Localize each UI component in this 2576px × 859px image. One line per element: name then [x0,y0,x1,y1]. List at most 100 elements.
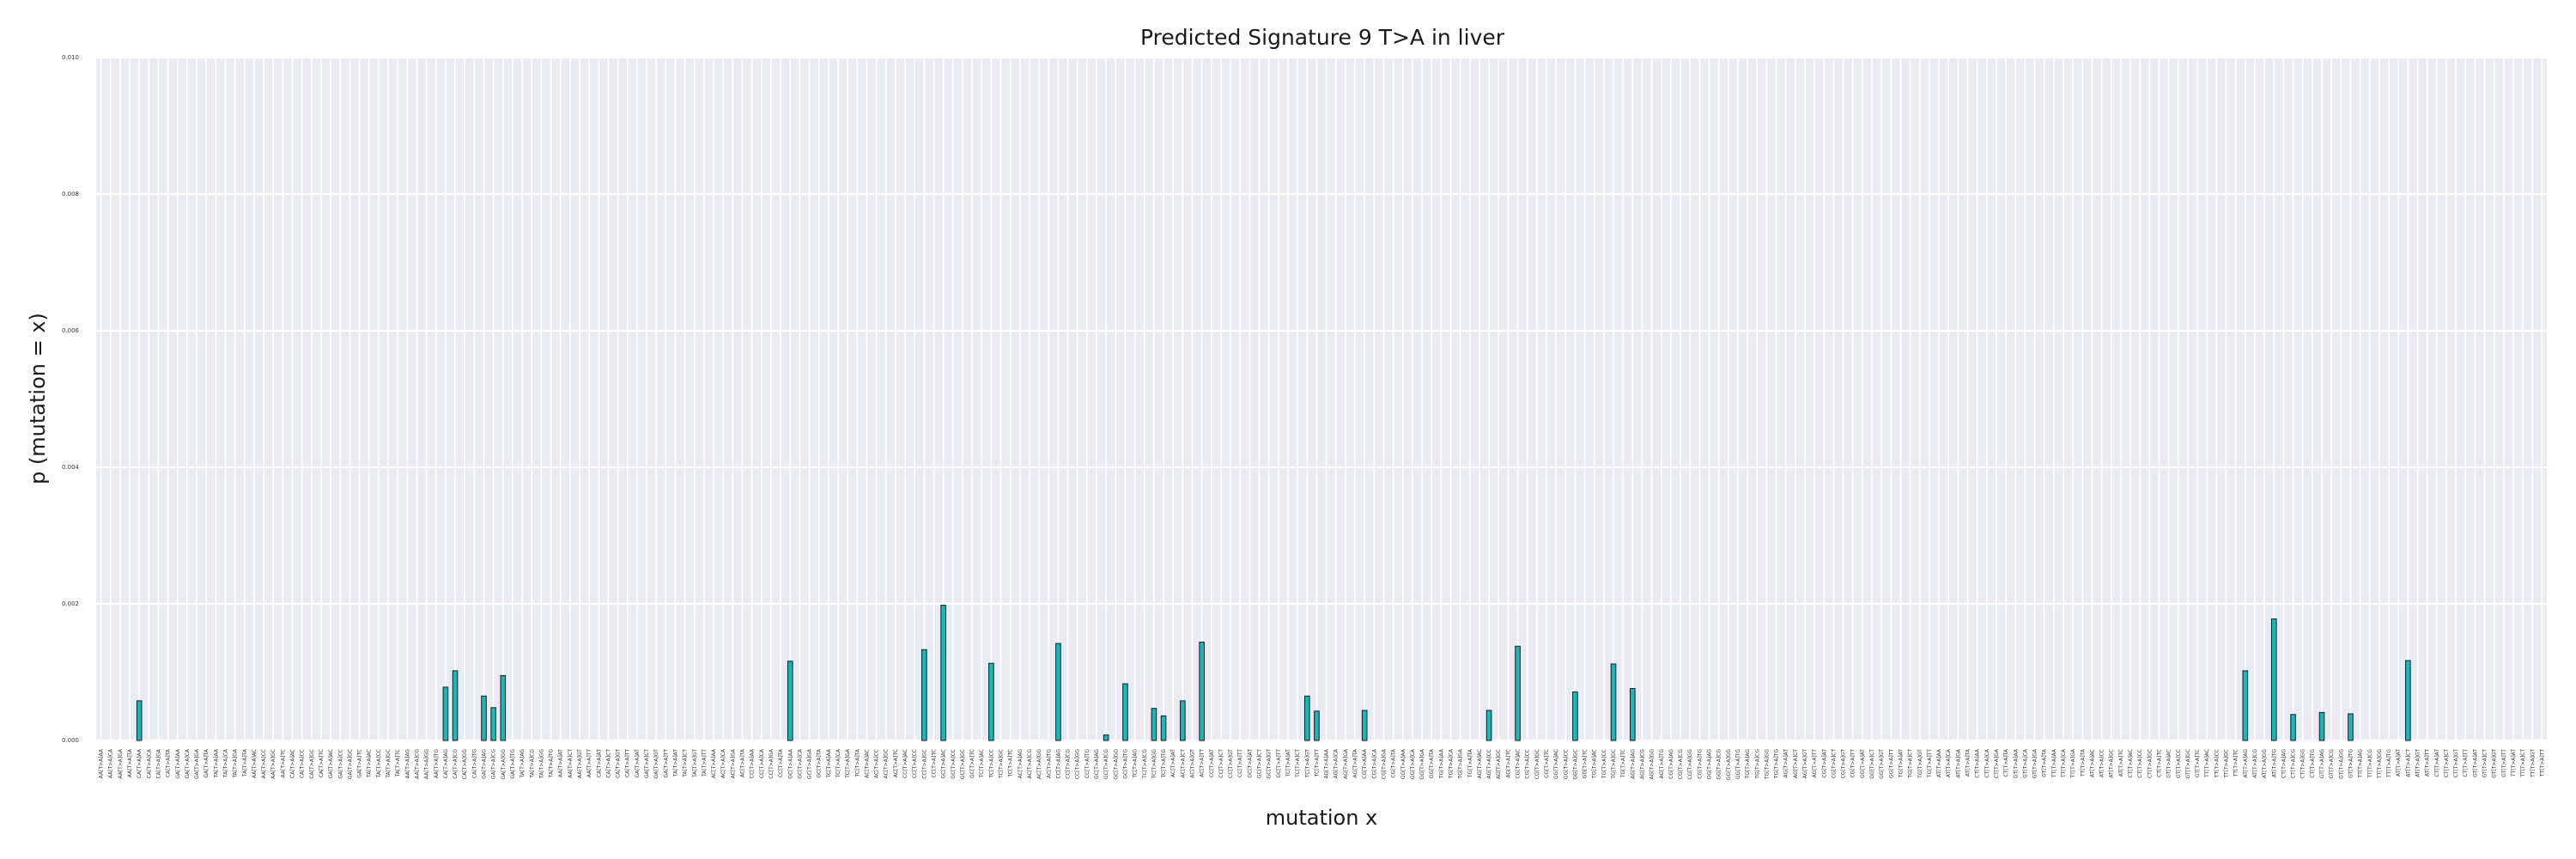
bar [1160,715,1167,741]
bar [2348,713,2354,741]
x-tick-label: AC[T>A]TG [1046,749,1052,778]
x-tick-label: AC[T>A]AT [1170,749,1176,777]
x-tick-label: CG[T>A]GT [1841,749,1847,779]
x-tick-label: TC[T>A]CC [988,749,994,778]
x-tick-label: CA[T>A]AT [596,749,602,777]
x-tick-label: AG[T>A]AG [1630,749,1636,779]
x-tick-label: AA[T>A]GT [577,749,583,778]
x-tick-label: GC[T>A]AA [787,748,793,779]
x-tick-label: TC[T>A]GG [1151,749,1157,780]
x-tick-label: GA[T>A]CG [491,749,497,779]
x-tick-label: TG[T>A]CA [1449,748,1455,779]
vertical-grid [100,58,2543,740]
x-tick-label: GA[T>A]AA [175,748,181,779]
x-tick-label: CT[T>A]CA [1984,748,1990,778]
x-tick-label: GC[T>A]GG [1113,749,1119,780]
x-tick-label: AT[T>A]GC [2109,749,2115,778]
x-tick-label: GT[T>A]AC [2166,749,2172,778]
x-tick-label: AT[T>A]TC [2118,749,2124,777]
bar [136,700,143,741]
x-tick-label: AC[T>A]CC [874,749,880,778]
x-tick-label: TT[T>A]AT [2511,749,2517,777]
x-tick-label: AG[T>A]TC [1505,749,1511,778]
x-tick-label: GT[T>A]GT [2492,749,2498,778]
bar [452,670,459,741]
x-tick-label: CT[T>A]GG [2300,749,2306,779]
x-tick-label: GC[T>A]CT [1257,749,1263,779]
bar [1180,700,1186,741]
x-tick-label: CC[T>A]TA [778,748,784,777]
x-tick-label: GA[T>A]GA [194,748,200,779]
x-tick-label: AG[T>A]CC [1486,749,1492,779]
x-tick-label: TC[T>A]AG [1133,749,1139,779]
x-tick-label: AG[T>A]TT [1812,749,1818,778]
x-tick-label: GA[T>A]AG [482,749,488,779]
x-tick-label: AG[T>A]GA [1343,748,1349,779]
x-tick-label: GT[T>A]CG [2329,749,2335,779]
x-tick-label: GT[T>A]CA [2022,748,2028,778]
x-tick-label: GA[T>A]GC [347,749,353,779]
x-tick-label: TG[T>A]AA [1438,748,1444,779]
x-tick-label: AT[T>A]TA [1965,748,1971,777]
bar [787,661,793,741]
x-tick-label: GT[T>A]CC [2176,749,2182,778]
x-tick-label: TC[T>A]TC [1008,749,1014,777]
x-tick-label: AA[T>A]CG [414,749,420,779]
x-tick-label: AT[T>A]TG [2271,749,2277,777]
x-tick-label: AT[T>A]AC [2089,749,2095,777]
x-tick-label: AT[T>A]CT [2405,749,2411,777]
x-tick-label: GG[T>A]CA [1410,748,1416,779]
x-tick-label: GG[T>A]CC [1563,749,1569,779]
x-tick-label: GG[T>A]GA [1419,748,1425,779]
bar [2290,714,2296,741]
x-tick-label: AT[T>A]GA [1955,748,1961,777]
x-tick-label: CA[T>A]GT [616,749,622,778]
x-tick-label: TT[T>A]CA [2061,748,2067,778]
x-tick-label: CA[T>A]AA [137,748,143,778]
x-tick-label: CC[T>A]AT [1209,749,1215,777]
x-tick-label: CT[T>A]CC [2137,749,2143,778]
bar [1361,710,1368,741]
x-tick-label: AT[T>A]GT [2415,749,2421,777]
x-tick-label: GA[T>A]TG [510,749,516,779]
x-tick-label: GG[T>A]TA [1429,748,1435,778]
x-tick-label: AC[T>A]AA [711,748,717,778]
x-tick-label: CG[T>A]TA [1391,748,1397,778]
x-tick-label: CA[T>A]GG [462,749,468,779]
x-tick-label: AT[T>A]CC [2099,749,2105,777]
x-tick-label: GG[T>A]CT [1869,749,1875,779]
x-tick-label: TT[T>A]AG [2358,749,2364,779]
x-tick-label: TT[T>A]TA [2080,748,2086,777]
x-tick-label: AT[T>A]AA [1936,748,1942,777]
x-tick-label: TG[T>A]CG [1754,749,1760,780]
x-tick-label: AA[T>A]CT [568,749,574,778]
x-tick-label: TA[T>A]GG [538,749,544,779]
bar [1515,645,1521,741]
x-tick-label: GA[T>A]TT [663,749,669,778]
x-axis-label: mutation x [1266,806,1378,830]
x-tick-label: CC[T>A]AG [1055,749,1061,779]
x-tick-label: TA[T>A]CT [683,749,689,778]
x-tick-label: AA[T>A]TT [586,749,592,777]
x-tick-label: AC[T>A]AC [864,749,870,778]
y-axis-label: p (mutation = x) [26,313,50,484]
x-tick-label: GT[T>A]TG [2348,749,2354,778]
x-tick-label: GC[T>A]CG [1103,749,1109,780]
bar [500,674,507,741]
x-tick-label: GT[T>A]AT [2472,749,2478,777]
x-tick-label: GC[T>A]GT [1267,749,1273,779]
bar [1630,688,1636,741]
x-tick-label: AG[T>A]CG [1639,749,1645,779]
x-tick-label: TT[T>A]AA [2051,748,2057,778]
x-tick-label: AA[T>A]GG [424,749,430,780]
x-tick-label: GA[T>A]CA [185,748,191,778]
x-tick-label: GC[T>A]CC [951,749,957,779]
x-tick-label: CT[T>A]GC [2147,749,2153,778]
x-tick-label: GT[T>A]GG [2338,749,2344,779]
x-tick-label: TT[T>A]AC [2204,749,2210,778]
x-tick-label: CA[T>A]GC [309,749,315,779]
x-tick-label: CG[T>A]CT [1831,749,1837,779]
x-tick-label: CA[T>A]AC [290,749,296,778]
x-tick-label: GG[T>A]CG [1716,749,1722,780]
x-tick-label: CA[T>A]CG [453,749,459,779]
